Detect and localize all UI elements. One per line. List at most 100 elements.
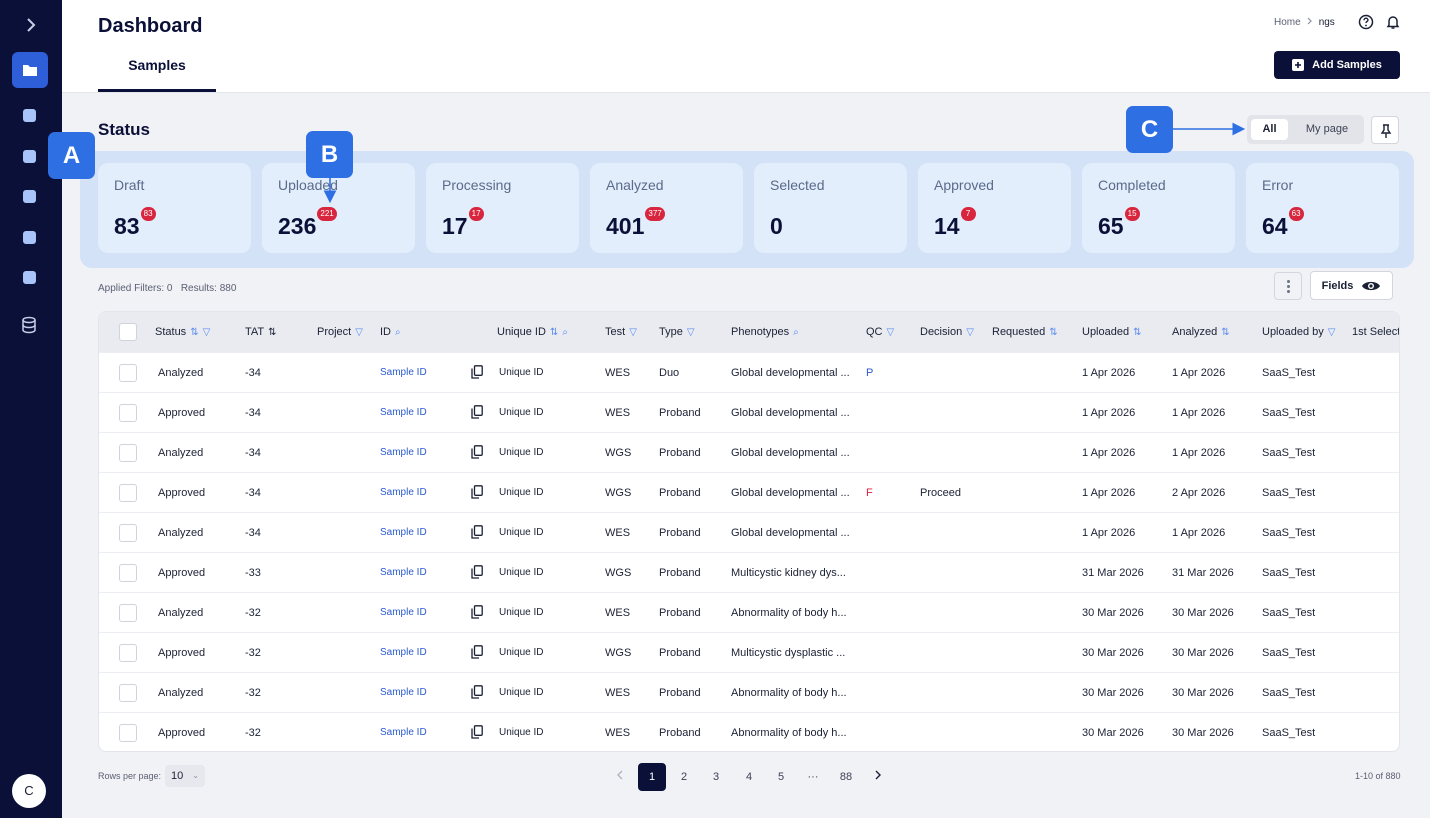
- copy-icon[interactable]: [471, 405, 483, 419]
- filter-icon[interactable]: ▽: [966, 327, 974, 338]
- table-row[interactable]: Analyzed -34 Sample ID Unique ID WES Proband G…: [99, 512, 1399, 552]
- sidebar-item-samples[interactable]: [12, 52, 48, 88]
- sidebar-item-2[interactable]: [23, 150, 36, 163]
- cell-id[interactable]: Sample ID: [380, 727, 427, 738]
- column-header-uploaded[interactable]: Uploaded ⇅: [1082, 326, 1142, 338]
- table-row[interactable]: Approved -34 Sample ID Unique ID WES Proband G…: [99, 392, 1399, 432]
- sort-icon[interactable]: ⇅: [268, 327, 277, 338]
- filter-icon[interactable]: ▽: [1327, 327, 1336, 338]
- status-card-analyzed[interactable]: Analyzed 401 377: [590, 163, 743, 253]
- column-header-analyzed[interactable]: Analyzed ⇅: [1172, 326, 1230, 338]
- filter-icon[interactable]: ▽: [629, 327, 637, 338]
- page-button-3[interactable]: 3: [712, 771, 720, 783]
- prev-page-button[interactable]: [606, 763, 634, 791]
- status-card-processing[interactable]: Processing 17 17: [426, 163, 579, 253]
- column-header-requested[interactable]: Requested ⇅: [992, 326, 1058, 338]
- sidebar-item-4[interactable]: [23, 231, 36, 244]
- cell-id[interactable]: Sample ID: [380, 527, 427, 538]
- status-card-approved[interactable]: Approved 14 7: [918, 163, 1071, 253]
- table-row[interactable]: Approved -32 Sample ID Unique ID WGS Proband M…: [99, 632, 1399, 672]
- copy-icon[interactable]: [471, 485, 483, 499]
- help-icon[interactable]: [1358, 14, 1374, 30]
- next-page-button[interactable]: [864, 763, 892, 791]
- page-button-4[interactable]: 4: [745, 771, 753, 783]
- add-samples-button[interactable]: Add Samples: [1274, 51, 1400, 79]
- column-header-phenotypes[interactable]: Phenotypes ⌕: [731, 326, 799, 338]
- column-header-uploaded-by[interactable]: Uploaded by ▽: [1262, 326, 1336, 338]
- copy-icon[interactable]: [471, 725, 483, 739]
- search-icon[interactable]: ⌕: [793, 327, 799, 338]
- more-options-button[interactable]: [1274, 272, 1302, 300]
- table-row[interactable]: Analyzed -32 Sample ID Unique ID WES Proband A…: [99, 672, 1399, 712]
- breadcrumb-home[interactable]: Home: [1274, 17, 1301, 28]
- copy-icon[interactable]: [471, 365, 483, 379]
- table-row[interactable]: Analyzed -34 Sample ID Unique ID WGS Proband G…: [99, 432, 1399, 472]
- copy-icon[interactable]: [471, 565, 483, 579]
- status-card-completed[interactable]: Completed 65 15: [1082, 163, 1235, 253]
- toggle-my-page[interactable]: My page: [1305, 123, 1349, 135]
- copy-icon[interactable]: [471, 525, 483, 539]
- sort-icon[interactable]: ⇅: [1221, 327, 1230, 338]
- filter-icon[interactable]: ▽: [202, 327, 211, 338]
- page-button-88[interactable]: 88: [839, 771, 853, 783]
- cell-id[interactable]: Sample ID: [380, 567, 427, 578]
- cell-id[interactable]: Sample ID: [380, 607, 427, 618]
- column-header-qc[interactable]: QC ▽: [866, 326, 895, 338]
- status-card-draft[interactable]: Draft 83 83: [98, 163, 251, 253]
- cell-id[interactable]: Sample ID: [380, 367, 427, 378]
- row-checkbox[interactable]: [119, 564, 137, 582]
- copy-icon[interactable]: [471, 605, 483, 619]
- column-header-test[interactable]: Test ▽: [605, 326, 637, 338]
- copy-icon[interactable]: [471, 445, 483, 459]
- avatar[interactable]: C: [12, 774, 46, 808]
- column-header-tat[interactable]: TAT ⇅: [245, 326, 277, 338]
- sort-icon[interactable]: ⇅: [190, 327, 199, 338]
- row-checkbox[interactable]: [119, 404, 137, 422]
- row-checkbox[interactable]: [119, 724, 137, 742]
- cell-id[interactable]: Sample ID: [380, 447, 427, 458]
- cell-id[interactable]: Sample ID: [380, 687, 427, 698]
- column-header-unique-id[interactable]: Unique ID ⇅ ⌕: [497, 326, 568, 338]
- select-all-checkbox[interactable]: [119, 323, 137, 341]
- fields-button[interactable]: Fields: [1310, 271, 1393, 300]
- page-button-2[interactable]: 2: [680, 771, 688, 783]
- chevron-right-icon[interactable]: [19, 14, 43, 38]
- table-row[interactable]: Approved -32 Sample ID Unique ID WES Proband A…: [99, 712, 1399, 751]
- bell-icon[interactable]: [1385, 14, 1401, 30]
- copy-icon[interactable]: [471, 685, 483, 699]
- column-header-id[interactable]: ID ⌕: [380, 326, 401, 338]
- sort-icon[interactable]: ⇅: [1049, 327, 1058, 338]
- status-card-uploaded[interactable]: Uploaded 236 221: [262, 163, 415, 253]
- cell-id[interactable]: Sample ID: [380, 647, 427, 658]
- row-checkbox[interactable]: [119, 604, 137, 622]
- cell-id[interactable]: Sample ID: [380, 487, 427, 498]
- row-checkbox[interactable]: [119, 484, 137, 502]
- filter-icon[interactable]: ▽: [355, 327, 363, 338]
- column-header-type[interactable]: Type ▽: [659, 326, 695, 338]
- search-icon[interactable]: ⌕: [562, 327, 568, 338]
- search-icon[interactable]: ⌕: [395, 327, 401, 338]
- row-checkbox[interactable]: [119, 684, 137, 702]
- copy-icon[interactable]: [471, 645, 483, 659]
- pin-button[interactable]: [1371, 116, 1399, 144]
- table-row[interactable]: Analyzed -34 Sample ID Unique ID WES Duo Globa…: [99, 352, 1399, 392]
- filter-icon[interactable]: ▽: [686, 327, 695, 338]
- toggle-all[interactable]: All: [1251, 119, 1288, 140]
- sort-icon[interactable]: ⇅: [549, 327, 559, 338]
- row-checkbox[interactable]: [119, 444, 137, 462]
- column-header-decision[interactable]: Decision ▽: [920, 326, 974, 338]
- table-row[interactable]: Approved -34 Sample ID Unique ID WGS Proband G…: [99, 472, 1399, 512]
- table-row[interactable]: Approved -33 Sample ID Unique ID WGS Proband M…: [99, 552, 1399, 592]
- page-button-1[interactable]: 1: [638, 763, 666, 791]
- table-row[interactable]: Analyzed -32 Sample ID Unique ID WES Proband A…: [99, 592, 1399, 632]
- sort-icon[interactable]: ⇅: [1133, 327, 1142, 338]
- tab-samples[interactable]: Samples: [98, 47, 216, 92]
- sidebar-item-3[interactable]: [23, 190, 36, 203]
- row-checkbox[interactable]: [119, 524, 137, 542]
- sidebar-item-1[interactable]: [23, 109, 36, 122]
- sidebar-item-5[interactable]: [23, 271, 36, 284]
- status-card-error[interactable]: Error 64 63: [1246, 163, 1399, 253]
- column-header-status[interactable]: Status ⇅ ▽: [155, 326, 211, 338]
- column-header-project[interactable]: Project ▽: [317, 326, 363, 338]
- cell-id[interactable]: Sample ID: [380, 407, 427, 418]
